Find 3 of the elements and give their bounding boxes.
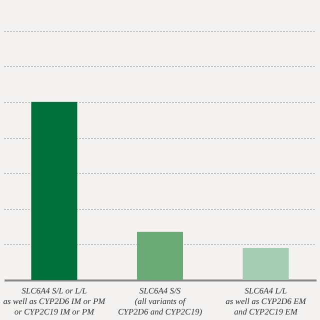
x-tick-label: SLC6A4 S/L or L/L as well as CYP2D6 IM or PM or CYP2C19 IM or PM (3, 286, 106, 316)
x-tick-label: SLC6A4 S/S (all variants of CYP2D6 and CYP2C19) (118, 286, 202, 316)
x-tick-label: SLC6A4 L/L as well as CYP2D6 EM and CYP2C19 EM (226, 286, 307, 316)
